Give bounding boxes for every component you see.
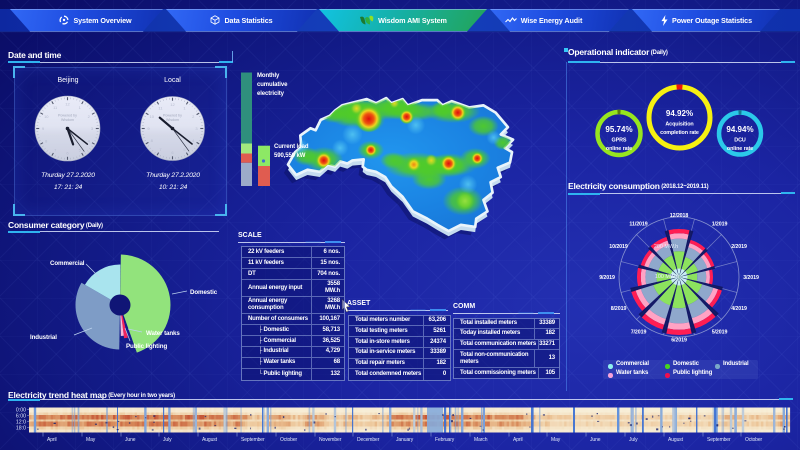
svg-text:January: January — [396, 437, 414, 443]
svg-text:July: July — [629, 437, 638, 443]
svg-text:5/2019: 5/2019 — [712, 330, 728, 336]
svg-text:August: August — [202, 437, 218, 443]
svg-text:Powered by: Powered by — [163, 114, 182, 118]
svg-text:6:00: 6:00 — [16, 414, 26, 420]
svg-text:5: 5 — [183, 147, 186, 152]
svg-text:2: 2 — [88, 114, 91, 119]
svg-text:12: 12 — [170, 102, 175, 107]
svg-text:95.74%: 95.74% — [605, 125, 632, 134]
svg-text:Domestic: Domestic — [190, 289, 218, 296]
svg-text:9: 9 — [147, 126, 150, 131]
svg-text:11/2019: 11/2019 — [629, 222, 647, 228]
svg-text:Public lighting: Public lighting — [126, 343, 167, 350]
svg-text:2/2019: 2/2019 — [731, 244, 747, 250]
svg-text:online rate: online rate — [727, 146, 753, 152]
svg-text:June: June — [125, 437, 136, 443]
svg-text:1: 1 — [79, 105, 82, 110]
svg-text:online rate: online rate — [606, 146, 632, 152]
svg-text:Powered by: Powered by — [58, 114, 77, 118]
svg-text:September: September — [707, 437, 731, 443]
svg-text:GPRS: GPRS — [612, 138, 627, 144]
svg-text:3: 3 — [91, 126, 94, 131]
svg-text:200 MW.h: 200 MW.h — [654, 244, 678, 250]
svg-text:1/2019: 1/2019 — [712, 222, 728, 228]
svg-text:18:0: 18:0 — [16, 426, 26, 432]
svg-text:4: 4 — [88, 138, 91, 143]
svg-text:4/2019: 4/2019 — [731, 306, 747, 312]
svg-text:Acquisition: Acquisition — [665, 122, 693, 128]
svg-text:12:0: 12:0 — [16, 420, 26, 426]
svg-text:1: 1 — [183, 105, 186, 110]
svg-text:10/2019: 10/2019 — [609, 244, 628, 250]
svg-text:8: 8 — [45, 138, 48, 143]
svg-text:12/2018: 12/2018 — [670, 213, 689, 219]
svg-text:October: October — [745, 437, 763, 443]
svg-text:Water tanks: Water tanks — [146, 330, 180, 337]
svg-text:December: December — [357, 437, 380, 443]
svg-text:February: February — [435, 437, 455, 443]
svg-text:August: August — [668, 437, 684, 443]
svg-text:94.94%: 94.94% — [726, 125, 753, 134]
svg-text:completion rate: completion rate — [660, 130, 699, 136]
svg-text:Wisdom: Wisdom — [166, 118, 179, 122]
svg-text:9: 9 — [42, 126, 45, 131]
svg-text:April: April — [47, 437, 57, 443]
svg-text:8: 8 — [151, 138, 154, 143]
svg-text:6: 6 — [66, 151, 69, 156]
svg-text:7: 7 — [159, 147, 162, 152]
svg-text:3: 3 — [195, 126, 198, 131]
svg-text:June: June — [590, 437, 601, 443]
svg-text:September: September — [241, 437, 265, 443]
svg-text:7: 7 — [54, 147, 57, 152]
svg-text:5: 5 — [79, 147, 82, 152]
svg-text:May: May — [551, 437, 561, 443]
svg-text:Wisdom: Wisdom — [61, 118, 74, 122]
svg-text:6: 6 — [171, 150, 174, 155]
svg-text:12: 12 — [65, 102, 70, 107]
svg-text:11: 11 — [158, 105, 163, 110]
svg-text:8/2019: 8/2019 — [611, 306, 627, 312]
svg-text:0:00: 0:00 — [16, 408, 26, 414]
svg-text:9/2019: 9/2019 — [599, 275, 615, 281]
svg-text:100 MW.h: 100 MW.h — [655, 274, 679, 280]
svg-text:7/2019: 7/2019 — [631, 330, 647, 336]
svg-text:3/2019: 3/2019 — [743, 275, 759, 281]
svg-text:4: 4 — [192, 138, 195, 143]
svg-text:October: October — [280, 437, 298, 443]
svg-text:Industrial: Industrial — [30, 334, 57, 341]
svg-text:May: May — [86, 437, 96, 443]
svg-text:Commercial: Commercial — [50, 260, 85, 267]
svg-text:11: 11 — [53, 105, 58, 110]
svg-text:March: March — [474, 437, 488, 443]
svg-text:2: 2 — [192, 114, 195, 119]
svg-text:6/2019: 6/2019 — [671, 338, 687, 344]
svg-text:94.92%: 94.92% — [666, 109, 693, 118]
svg-text:April: April — [513, 437, 523, 443]
svg-text:July: July — [163, 437, 172, 443]
svg-text:November: November — [319, 437, 342, 443]
svg-text:DCU: DCU — [734, 138, 746, 144]
svg-text:10: 10 — [44, 114, 49, 119]
svg-text:10: 10 — [149, 114, 154, 119]
